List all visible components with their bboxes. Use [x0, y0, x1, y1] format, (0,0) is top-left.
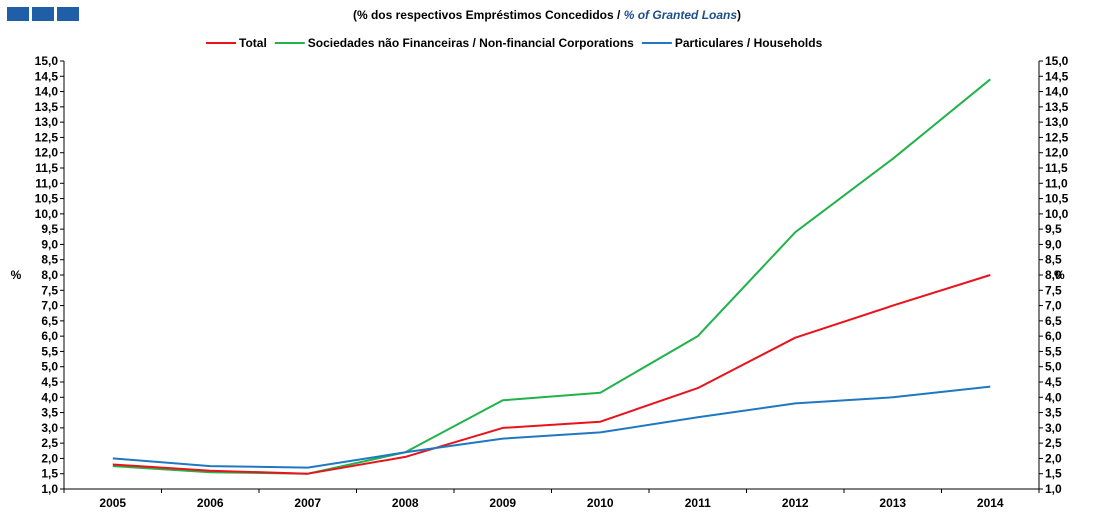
y-tick-label-left: 5,5: [41, 344, 58, 358]
y-tick-label-right: 2,5: [1045, 436, 1062, 450]
x-tick-label: 2013: [879, 496, 906, 510]
subtitle-close: ): [737, 8, 742, 22]
y-tick-label-left: 1,5: [41, 467, 58, 481]
y-tick-label-left: 13,5: [35, 100, 59, 114]
y-tick-label-right: 5,0: [1045, 360, 1062, 374]
y-tick-label-left: 7,5: [41, 283, 58, 297]
brand-logo-bars: [7, 7, 79, 21]
y-tick-label-right: 14,5: [1045, 69, 1069, 83]
legend-label-0: Total: [239, 36, 267, 50]
y-tick-label-left: 1,0: [41, 482, 58, 496]
y-tick-label-right: 15,0: [1045, 54, 1069, 68]
y-tick-label-right: 13,5: [1045, 100, 1069, 114]
y-tick-label-left: 6,0: [41, 329, 58, 343]
y-tick-label-right: 1,0: [1045, 482, 1062, 496]
y-tick-label-right: 1,5: [1045, 467, 1062, 481]
y-tick-label-right: 7,0: [1045, 299, 1062, 313]
y-axis-label-left: %: [11, 268, 22, 282]
y-tick-label-right: 13,0: [1045, 115, 1069, 129]
y-tick-label-right: 4,5: [1045, 375, 1062, 389]
y-tick-label-right: 12,0: [1045, 146, 1069, 160]
y-tick-label-left: 14,0: [35, 85, 59, 99]
y-tick-label-left: 2,5: [41, 436, 58, 450]
y-tick-label-right: 5,5: [1045, 344, 1062, 358]
y-tick-label-left: 8,5: [41, 253, 58, 267]
y-tick-label-right: 8,0: [1045, 268, 1062, 282]
y-axis-label-right: %: [1054, 268, 1065, 282]
y-tick-label-right: 14,0: [1045, 85, 1069, 99]
y-tick-label-right: 10,0: [1045, 207, 1069, 221]
y-tick-label-left: 8,0: [41, 268, 58, 282]
y-tick-label-right: 11,0: [1045, 176, 1068, 190]
y-tick-label-right: 7,5: [1045, 283, 1062, 297]
x-tick-label: 2014: [977, 496, 1004, 510]
y-tick-label-right: 6,0: [1045, 329, 1062, 343]
series-line-1: [112, 78, 991, 475]
y-tick-label-left: 13,0: [35, 115, 59, 129]
y-tick-label-left: 3,0: [41, 421, 58, 435]
x-tick-label: 2009: [489, 496, 516, 510]
y-tick-label-right: 12,5: [1045, 130, 1069, 144]
series-lines: [112, 78, 991, 475]
y-tick-label-right: 11,5: [1045, 161, 1068, 175]
chart-subtitle: (% dos respectivos Empréstimos Concedido…: [0, 8, 1094, 22]
x-tick-label: 2012: [782, 496, 809, 510]
y-tick-label-left: 5,0: [41, 360, 58, 374]
y-tick-label-right: 3,0: [1045, 421, 1062, 435]
y-tick-label-left: 12,5: [35, 130, 59, 144]
x-tick-label: 2008: [392, 496, 419, 510]
subtitle-pt: (% dos respectivos Empréstimos Concedido…: [352, 8, 621, 22]
y-tick-label-right: 9,0: [1045, 237, 1062, 251]
y-tick-label-right: 9,5: [1045, 222, 1062, 236]
x-tick-label: 2007: [294, 496, 321, 510]
y-tick-label-right: 10,5: [1045, 192, 1069, 206]
x-tick-label: 2010: [587, 496, 614, 510]
series-line-0: [112, 274, 991, 475]
x-tick-label: 2011: [685, 496, 711, 510]
y-tick-label-right: 3,5: [1045, 406, 1062, 420]
y-tick-label-left: 14,5: [35, 69, 59, 83]
y-tick-label-left: 4,0: [41, 390, 58, 404]
series-line-2: [112, 385, 991, 469]
y-tick-label-left: 2,0: [41, 451, 58, 465]
subtitle-en: % of Granted Loans: [623, 8, 738, 22]
x-tick-label: 2005: [99, 496, 126, 510]
y-tick-label-left: 11,5: [35, 161, 58, 175]
y-tick-label-left: 9,0: [41, 237, 58, 251]
y-tick-label-right: 4,0: [1045, 390, 1062, 404]
y-tick-label-left: 12,0: [35, 146, 59, 160]
y-tick-label-left: 6,5: [41, 314, 58, 328]
legend-label-1: Sociedades não Financeiras / Non-financi…: [308, 36, 634, 50]
y-tick-label-right: 6,5: [1045, 314, 1062, 328]
chart-axes: [60, 60, 1043, 493]
y-tick-label-left: 15,0: [35, 54, 59, 68]
y-tick-label-left: 7,0: [41, 299, 58, 313]
chart-legend: Total Sociedades não Financeiras / Non-fi…: [206, 36, 823, 50]
y-tick-label-left: 10,0: [35, 207, 59, 221]
x-tick-label: 2006: [197, 496, 224, 510]
y-tick-label-right: 8,5: [1045, 253, 1062, 267]
legend-label-2: Particulares / Households: [675, 36, 823, 50]
y-tick-label-left: 10,5: [35, 192, 59, 206]
y-tick-label-left: 4,5: [41, 375, 58, 389]
y-tick-label-left: 11,0: [35, 176, 58, 190]
tick-labels: 1,0 1,01,5 1,52,0 2,02,5 2,53,0 3,03,5 3,54,0 4…: [11, 54, 1069, 510]
y-tick-label-left: 9,5: [41, 222, 58, 236]
y-tick-label-left: 3,5: [41, 406, 58, 420]
y-tick-label-right: 2,0: [1045, 451, 1062, 465]
